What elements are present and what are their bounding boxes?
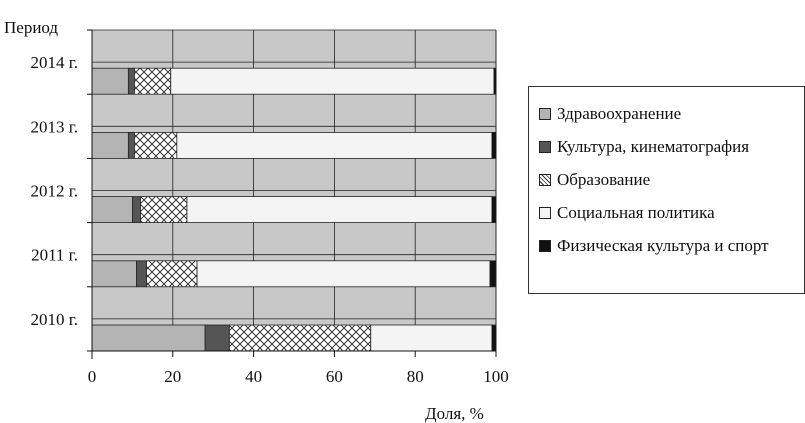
bar-3-series-5 [491,196,497,224]
y-tick-label: 2011 г. [31,246,78,265]
x-tick-label: 60 [326,367,343,386]
x-tick-label: 40 [245,367,262,386]
y-tick-label: 2013 г. [30,117,78,136]
legend-label: Культура, кинематография [557,137,750,156]
bar-1-series-3 [134,67,172,95]
bar-2-series-2 [127,131,135,159]
legend-swatch-education [539,174,551,186]
bar-2-series-5 [491,131,497,159]
axis-labels: 2014 г. 2013 г. 2012 г. 2011 г. 2010 г. 0 20 40… [30,53,508,386]
bar-1-series-2 [127,67,135,95]
legend-swatch-health [539,108,551,120]
y-tick-label: 2010 г. [30,310,78,329]
legend-label: Образование [557,170,651,189]
bar-4-series-1 [91,260,137,288]
legend: Здравоохранение Культура, кинематография… [528,86,805,294]
y-axis-title: Период [4,18,58,37]
bar-5-series-2 [204,324,230,352]
legend-item-health: Здравоохранение [539,101,802,127]
legend-swatch-sport [539,240,551,252]
legend-swatch-social [539,207,551,219]
x-tick-label: 80 [407,367,424,386]
axes [87,29,497,359]
x-tick-label: 0 [88,367,97,386]
bar-2-series-3 [134,131,178,159]
bar-5-series-1 [91,324,206,352]
bar-4-series-4 [196,260,491,288]
y-tick-label: 2014 г. [30,53,78,72]
bar-4-series-3 [146,260,198,288]
legend-item-sport: Физическая культура и спорт [539,233,802,259]
legend-item-education: Образование [539,167,802,193]
bar-3-series-4 [186,196,493,224]
legend-label: Здравоохранение [557,104,682,123]
x-tick-label: 100 [483,367,509,386]
legend-label: Социальная политика [557,203,715,222]
x-axis-title: Доля, % [425,404,484,423]
x-tick-label: 20 [164,367,181,386]
legend-item-culture: Культура, кинематография [539,134,802,160]
bar-1-series-4 [170,67,495,95]
legend-item-social: Социальная политика [539,200,802,226]
bar-2-series-4 [176,131,493,159]
bar-2-series-1 [91,131,129,159]
bar-4-series-5 [489,260,497,288]
bar-1-series-5 [493,67,497,95]
bar-3-series-2 [131,196,141,224]
bar-4-series-2 [136,260,147,288]
bar-1-series-1 [91,67,129,95]
legend-swatch-culture [539,141,551,153]
bar-3-series-1 [91,196,133,224]
bar-5-series-4 [370,324,493,352]
y-tick-label: 2012 г. [30,182,78,201]
bars [91,67,497,352]
bar-3-series-3 [140,196,188,224]
bar-5-series-3 [228,324,372,352]
bar-5-series-5 [491,324,497,352]
legend-label: Физическая культура и спорт [557,236,769,255]
